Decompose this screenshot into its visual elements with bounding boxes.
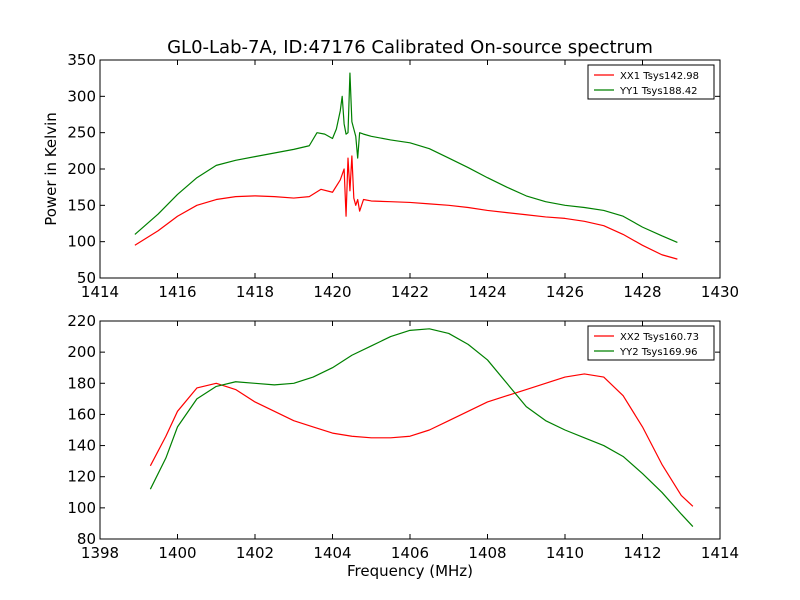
x-tick-label: 1420 <box>313 283 351 301</box>
y-tick-label: 100 <box>67 499 96 517</box>
legend <box>587 325 715 361</box>
x-tick-label: 1428 <box>623 283 661 301</box>
y-axis-label: Power in Kelvin <box>42 112 60 226</box>
legend <box>587 64 715 100</box>
x-tick-label: 1414 <box>81 283 119 301</box>
series-line-1-2 <box>134 72 678 243</box>
x-tick-label: 1410 <box>546 544 584 562</box>
x-tick-label: 1404 <box>313 544 351 562</box>
x-tick-label: 1416 <box>158 283 196 301</box>
y-tick-label: 250 <box>67 124 96 142</box>
y-tick-label: 140 <box>67 437 96 455</box>
y-tick-label: 220 <box>67 312 96 330</box>
y-tick-label: 300 <box>67 87 96 105</box>
x-tick-label: 1418 <box>236 283 274 301</box>
top-panel: 1414 1416 1418 1420 1422 1424 1426 1428 1430 50 10… <box>67 51 739 301</box>
y-tick-label: 200 <box>67 343 96 361</box>
x-tick-label: 1398 <box>81 544 119 562</box>
x-tick-label: 1430 <box>701 283 739 301</box>
x-tick-label: 1424 <box>468 283 506 301</box>
y-tick-label: 350 <box>67 51 96 69</box>
x-tick-label: 1412 <box>623 544 661 562</box>
x-axis-label: Frequency (MHz) <box>347 562 473 580</box>
y-tick-label: 160 <box>67 405 96 423</box>
series-line-2-2 <box>149 328 694 527</box>
legend-label: XX1 Tsys142.98 <box>620 71 699 82</box>
y-tick-label: 120 <box>67 468 96 486</box>
bottom-panel: 1398 1400 1402 1404 1406 1408 1410 1412 1414 80 10… <box>67 312 739 562</box>
y-tick-label: 200 <box>67 160 96 178</box>
legend-label: YY2 Tsys169.96 <box>619 347 698 358</box>
y-tick-label: 50 <box>77 269 96 287</box>
x-tick-label: 1406 <box>391 544 429 562</box>
series-line-1-1 <box>134 155 678 260</box>
y-tick-label: 180 <box>67 374 96 392</box>
y-tick-label: 150 <box>67 196 96 214</box>
x-tick-label: 1402 <box>236 544 274 562</box>
series-line-2-1 <box>149 373 694 507</box>
x-tick-label: 1422 <box>391 283 429 301</box>
x-tick-label: 1414 <box>701 544 739 562</box>
x-tick-label: 1400 <box>158 544 196 562</box>
y-tick-label: 80 <box>77 530 96 548</box>
legend-label: YY1 Tsys188.42 <box>619 86 698 97</box>
chart-title: GL0-Lab-7A, ID:47176 Calibrated On-sourc… <box>167 37 653 58</box>
y-tick-label: 100 <box>67 233 96 251</box>
x-tick-label: 1426 <box>546 283 584 301</box>
x-tick-label: 1408 <box>468 544 506 562</box>
legend-label: XX2 Tsys160.73 <box>620 332 699 343</box>
